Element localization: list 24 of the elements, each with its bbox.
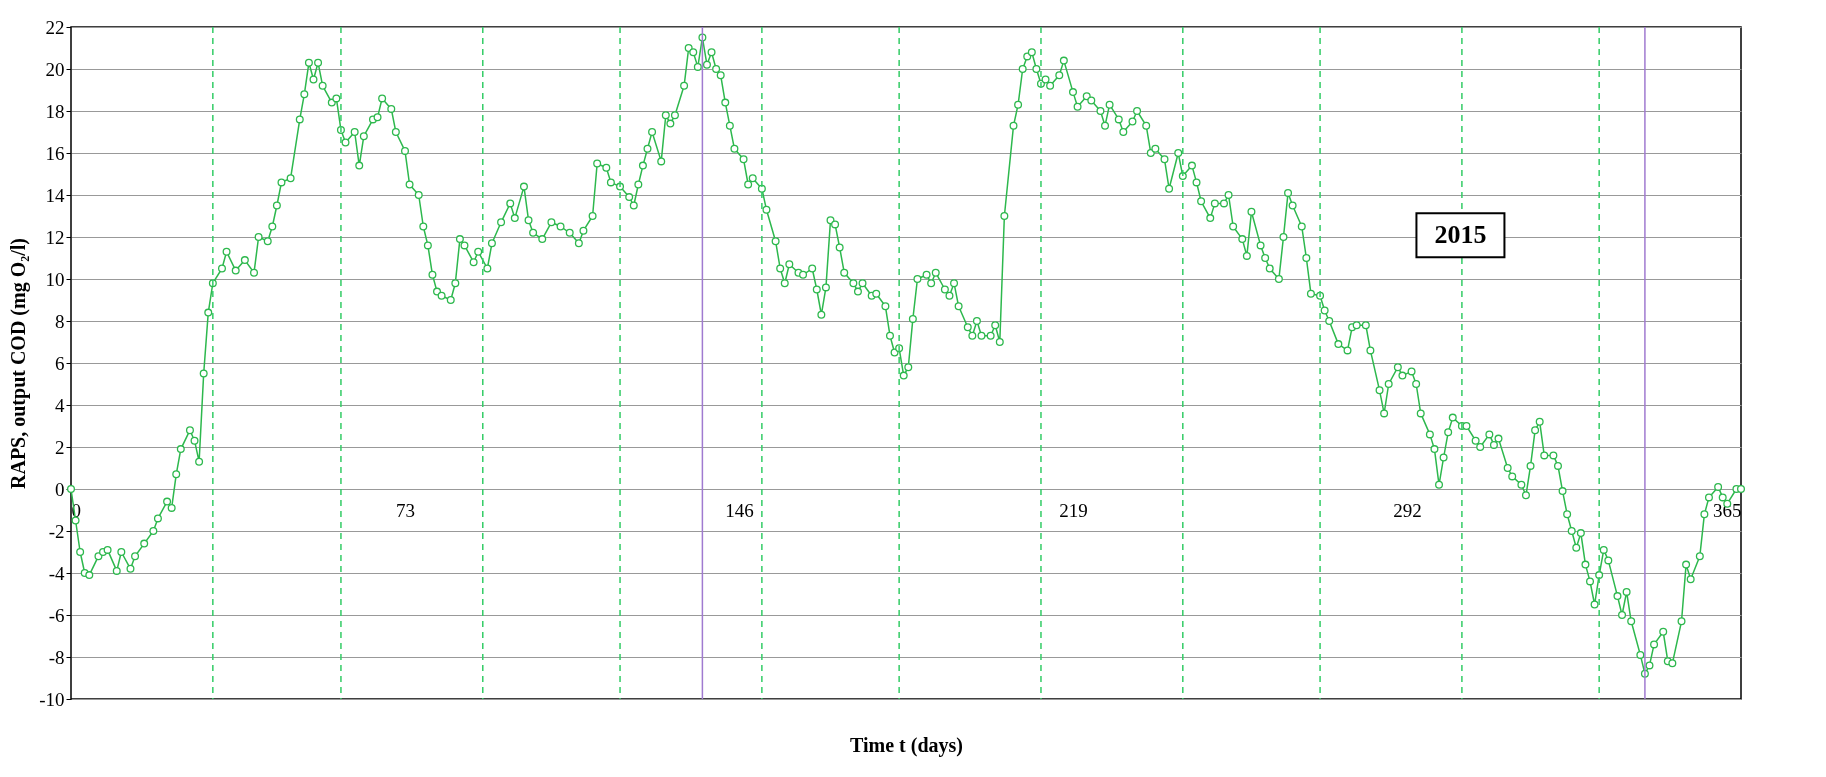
x-tick-label: 292 [1393,499,1422,521]
y-tick-label: 8 [55,310,65,332]
y-tick-label: 14 [45,184,65,206]
y-tick-label: 4 [55,394,65,416]
y-tick-label: -6 [48,604,65,626]
y-tick-label: 0 [55,478,65,500]
y-tick-label: 6 [55,352,65,374]
y-tick-label: 10 [45,268,65,290]
x-tick-label: 146 [725,499,754,521]
y-tick-label: 2 [55,436,65,458]
x-axis-title: Time t (days) [850,733,963,757]
y-tick-label: 22 [45,16,65,38]
y-tick-label: 12 [45,226,65,248]
y-tick-label: 18 [45,100,65,122]
x-tick-label: 219 [1059,499,1088,521]
x-tick-label: 73 [396,499,415,521]
y-tick-label: -2 [48,520,65,542]
y-axis-title: RAPS, output COD (mg O₂/l) [7,237,31,490]
y-tick-label: -4 [48,562,65,584]
y-tick-label: -10 [39,688,65,710]
y-tick-label: 16 [45,142,65,164]
annotation: 2015 [1434,220,1487,250]
y-tick-label: -8 [48,646,65,668]
y-tick-label: 20 [45,58,65,80]
